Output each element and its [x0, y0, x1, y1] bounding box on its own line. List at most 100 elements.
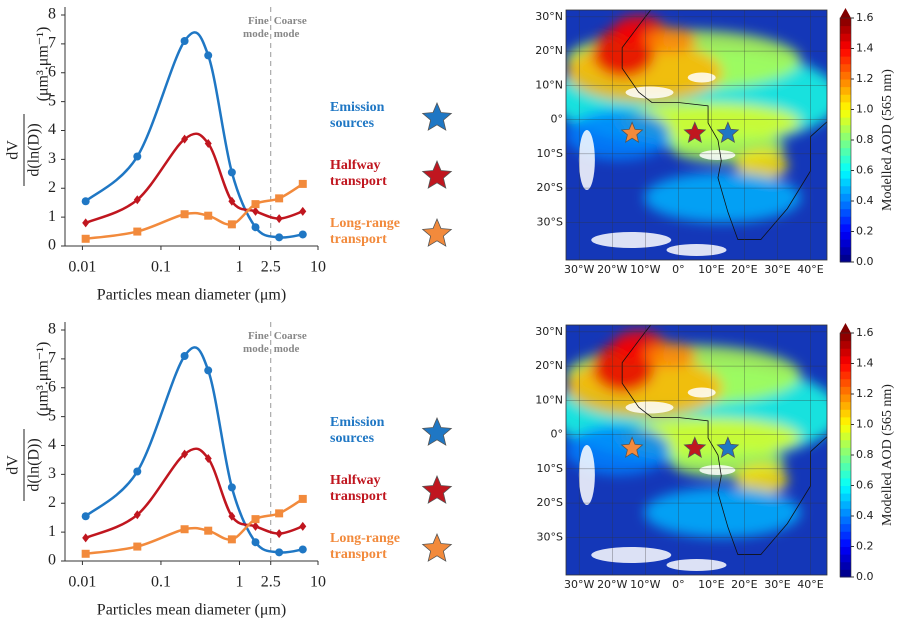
point [275, 548, 284, 557]
x-tick-label: 10 [310, 574, 326, 591]
site-star [620, 436, 644, 459]
cloud-mask [699, 465, 736, 475]
legend-label: Halfway transport [330, 158, 387, 190]
colorbar-band [840, 500, 851, 509]
point [252, 206, 260, 216]
colorbar-band [840, 516, 851, 525]
point [133, 227, 142, 236]
y-label-numerator: dV [5, 455, 22, 475]
point [275, 509, 284, 518]
aod-blob [735, 465, 788, 495]
colorbar-tick-label: 1.2 [856, 72, 874, 85]
mode-annotation-box: Fine mode [243, 15, 269, 40]
site-star [716, 121, 740, 144]
colorbar-band [840, 132, 851, 141]
colorbar-tick-label: 0.2 [856, 540, 874, 553]
colorbar-band [840, 447, 851, 456]
point [181, 449, 189, 459]
lon-label: 0° [672, 263, 685, 276]
legend-label: Emission sources [330, 415, 385, 447]
cloud-mask [591, 547, 672, 563]
legend-label-box: Halfway transport [330, 473, 387, 504]
colorbar-tick-label: 0.8 [856, 133, 874, 146]
point [204, 366, 213, 375]
x-tick-label: 0.01 [68, 259, 96, 276]
colorbar-band [840, 477, 851, 486]
colorbar-band [840, 485, 851, 494]
y-label-numerator: dV [5, 140, 22, 160]
colorbar-title: Modelled AOD (565 nm) [880, 69, 895, 211]
lat-label: 30°N [535, 325, 563, 338]
colorbar-tick-label: 1.6 [856, 11, 874, 24]
lon-label: 30°W [564, 263, 594, 276]
colorbar-band [840, 117, 851, 126]
point [227, 220, 236, 229]
y-tick-label: 4 [48, 436, 56, 453]
legend-label: Long-range transport [330, 531, 400, 563]
colorbar-band [840, 101, 851, 110]
cloud-mask [699, 150, 736, 160]
lat-label: 10°S [537, 147, 563, 160]
cloud-mask [666, 244, 727, 256]
y-tick-label: 6 [48, 378, 56, 395]
point [275, 194, 284, 203]
point [180, 36, 189, 45]
colorbar-band [840, 246, 851, 255]
point [204, 51, 213, 60]
mode-annotation-box: Coarse mode [274, 330, 307, 355]
colorbar-band [840, 178, 851, 187]
point [227, 535, 236, 544]
colorbar-extend [840, 323, 851, 333]
lat-label: 30°S [537, 215, 563, 228]
colorbar-title: Modelled AOD (565 nm) [880, 384, 895, 526]
lon-label: 10°E [698, 263, 724, 276]
x-tick-label: 2.5 [261, 259, 281, 276]
y-axis-title: dV d(ln(D)) (μm³.μm⁻¹) [5, 27, 52, 186]
point [133, 152, 142, 161]
colorbar-band [840, 254, 851, 263]
y-tick-label: 7 [48, 350, 56, 367]
colorbar-band [840, 193, 851, 202]
aod-blob [735, 150, 788, 180]
colorbar-band [840, 63, 851, 72]
coastline [621, 325, 827, 555]
colorbar-band [840, 25, 851, 34]
x-axis-title: Particles mean diameter (μm) [97, 602, 286, 619]
lat-label: 20°S [537, 181, 563, 194]
colorbar-band [840, 355, 851, 364]
point [133, 510, 141, 520]
legend-star [421, 159, 453, 189]
site-star [683, 436, 707, 459]
colorbar-band [840, 71, 851, 80]
colorbar-tick-label: 1.0 [856, 418, 874, 431]
colorbar-band [840, 147, 851, 156]
colorbar-band [840, 208, 851, 217]
point [228, 511, 236, 521]
lon-label: 20°E [731, 263, 757, 276]
colorbar-band [840, 170, 851, 179]
cloud-mask [625, 86, 674, 99]
point [204, 526, 213, 535]
point [133, 542, 142, 551]
legend-label: Long-range transport [330, 216, 400, 248]
colorbar-tick-label: 0.8 [856, 448, 874, 461]
map-frame [565, 324, 828, 576]
colorbar-band [840, 401, 851, 410]
y-label-units: (μm³.μm⁻¹) [35, 27, 52, 102]
lon-label: 30°E [764, 578, 790, 591]
point [252, 521, 260, 531]
map-blobs [566, 330, 827, 538]
y-axis-title: dV d(ln(D)) (μm³.μm⁻¹) [5, 342, 52, 501]
colorbar-band [840, 394, 851, 403]
lon-label: 0° [672, 578, 685, 591]
colorbar-band [840, 48, 851, 57]
point [227, 483, 236, 492]
colorbar-tick-label: 0.4 [856, 194, 874, 207]
colorbar-band [840, 508, 851, 517]
colorbar-tick-label: 0.0 [856, 570, 874, 583]
point [298, 179, 307, 188]
y-tick-label: 8 [48, 6, 56, 23]
y-tick-label: 7 [48, 35, 56, 52]
point [251, 200, 260, 209]
